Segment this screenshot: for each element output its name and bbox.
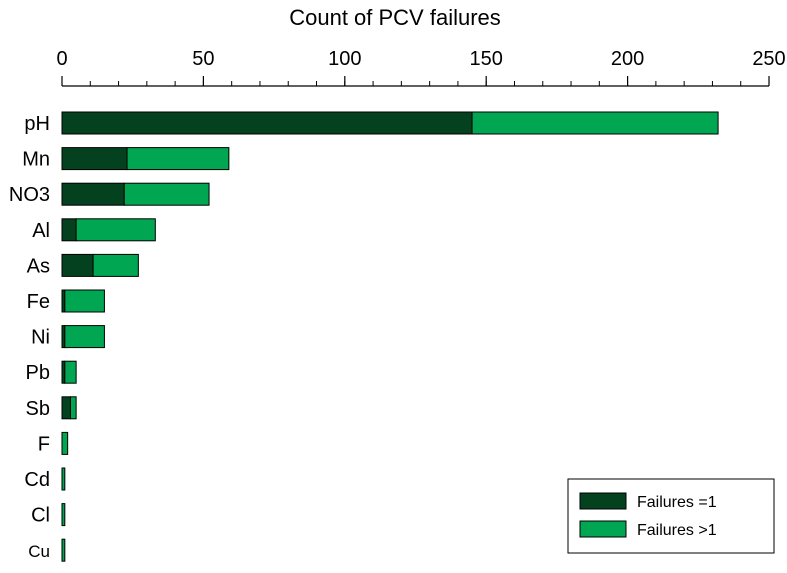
bar-al-series-2 [75, 218, 156, 242]
legend-label: Failures =1 [637, 494, 717, 511]
category-label-no3: NO3 [9, 184, 50, 206]
x-tick-label: 150 [470, 48, 503, 70]
bar-sb-series-1 [61, 396, 71, 420]
bars-group [61, 111, 719, 562]
bar-fe-series-2 [64, 289, 105, 313]
bar-mn-series-2 [126, 147, 230, 171]
category-label-al: Al [32, 220, 50, 242]
x-axis-title: Count of PCV failures [289, 5, 501, 30]
x-axis: 0 50 100 150 200 250 [56, 48, 786, 87]
category-label-mn: Mn [22, 149, 50, 171]
legend-label: Failures >1 [637, 522, 717, 539]
bar-as-series-2 [92, 253, 139, 277]
bar-pb-series-2 [64, 360, 77, 384]
category-label-cu: Cu [28, 542, 50, 561]
category-labels: pH Mn NO3 Al As Fe Ni Pb Sb F Cd Cl Cu [9, 113, 50, 561]
category-label-ph: pH [24, 113, 50, 135]
legend-box [567, 478, 775, 554]
bar-al-series-1 [61, 218, 77, 242]
legend: Failures =1 Failures >1 [567, 478, 775, 554]
bar-sb-series-2 [69, 396, 77, 420]
category-label-pb: Pb [26, 362, 50, 384]
bar-ph-series-1 [61, 111, 473, 135]
x-tick-label: 50 [192, 48, 214, 70]
bar-as-series-1 [61, 253, 94, 277]
category-label-as: As [27, 255, 50, 277]
bar-cl-series-2 [61, 503, 66, 527]
category-label-ni: Ni [31, 327, 50, 349]
x-tick-label: 250 [752, 48, 785, 70]
bar-ph-series-2 [471, 111, 719, 135]
bar-mn-series-1 [61, 147, 128, 171]
category-label-fe: Fe [27, 291, 50, 313]
category-label-cl: Cl [31, 505, 50, 527]
bar-f-series-2 [61, 431, 69, 455]
bar-cd-series-2 [61, 467, 66, 491]
x-tick-label: 100 [328, 48, 361, 70]
bar-cu-series-2 [61, 538, 66, 562]
bar-no3-series-2 [123, 182, 210, 206]
legend-swatch [579, 520, 627, 538]
category-label-f: F [38, 433, 50, 455]
x-tick-label: 0 [56, 48, 67, 70]
legend-swatch [579, 492, 627, 510]
bar-ni-series-2 [64, 325, 105, 349]
bar-no3-series-1 [61, 182, 125, 206]
category-label-sb: Sb [26, 398, 50, 420]
x-tick-label: 200 [611, 48, 644, 70]
category-label-cd: Cd [24, 469, 50, 491]
